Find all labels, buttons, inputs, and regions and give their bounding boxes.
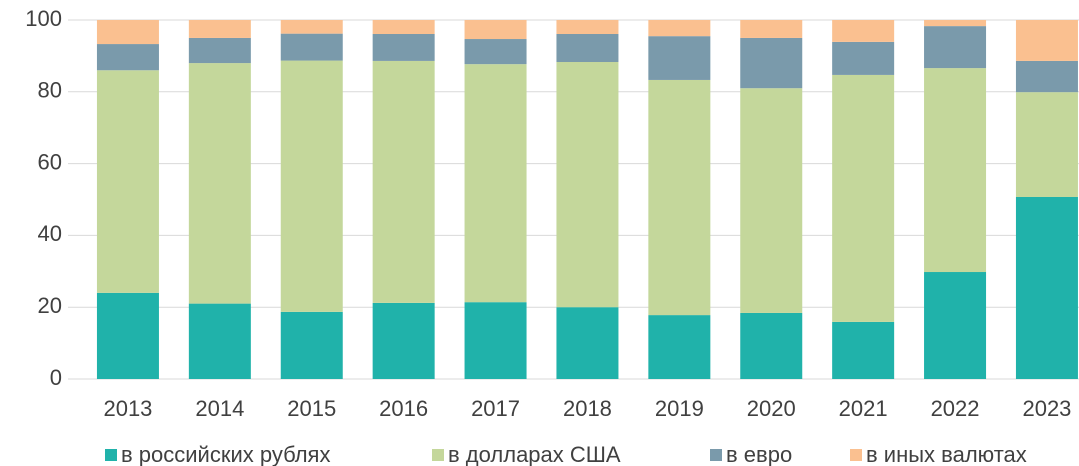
bar-segment xyxy=(832,321,895,379)
bar-segment xyxy=(1015,92,1078,197)
bar-segment xyxy=(96,20,159,45)
legend-swatch xyxy=(432,449,444,461)
y-tick-label: 20 xyxy=(38,293,62,318)
bar-segment xyxy=(924,68,987,273)
legend-label: в российских рублях xyxy=(121,442,330,466)
bar-segment xyxy=(464,39,527,65)
bar-segment xyxy=(464,302,527,379)
bar-segment xyxy=(372,34,435,61)
bar-segment xyxy=(372,20,435,35)
legend-swatch xyxy=(710,449,722,461)
bar-segment xyxy=(1015,60,1078,93)
y-tick-label: 0 xyxy=(50,365,62,390)
bar-segment xyxy=(740,20,803,38)
bar-segment xyxy=(1015,196,1078,379)
bar-segment xyxy=(280,20,343,34)
bar-segment xyxy=(556,307,619,379)
bar-segment xyxy=(740,37,803,89)
bar-segment xyxy=(372,302,435,379)
x-tick-label: 2018 xyxy=(563,396,612,421)
x-tick-label: 2022 xyxy=(931,396,980,421)
bar-segment xyxy=(924,272,987,379)
bar-segment xyxy=(1015,20,1078,61)
bar-segment xyxy=(556,62,619,308)
bar-segment xyxy=(648,20,711,37)
bar-segment xyxy=(648,36,711,80)
legend-swatch xyxy=(105,449,117,461)
bar-segment xyxy=(96,292,159,379)
legend-label: в евро xyxy=(726,442,792,466)
x-tick-label: 2020 xyxy=(747,396,796,421)
x-tick-label: 2015 xyxy=(287,396,336,421)
bar-segment xyxy=(556,34,619,63)
y-tick-label: 60 xyxy=(38,149,62,174)
legend-label: в иных валютах xyxy=(866,442,1027,466)
x-tick-label: 2017 xyxy=(471,396,520,421)
bar-segment xyxy=(648,79,711,316)
x-tick-label: 2023 xyxy=(1022,396,1071,421)
bar-segment xyxy=(280,33,343,61)
bar-segment xyxy=(740,312,803,379)
bar-segment xyxy=(464,20,527,40)
y-tick-label: 80 xyxy=(38,78,62,103)
bar-segment xyxy=(188,63,251,304)
legend-label: в долларах США xyxy=(448,442,621,466)
x-tick-label: 2013 xyxy=(103,396,152,421)
bar-segment xyxy=(832,20,895,42)
x-tick-label: 2016 xyxy=(379,396,428,421)
bar-segment xyxy=(96,70,159,293)
bar-segment xyxy=(832,74,895,322)
bar-segment xyxy=(924,20,987,27)
bar-segment xyxy=(280,60,343,312)
x-tick-label: 2019 xyxy=(655,396,704,421)
bar-segment xyxy=(648,315,711,379)
bar-segment xyxy=(740,88,803,313)
bar-segment xyxy=(924,26,987,69)
x-tick-label: 2021 xyxy=(839,396,888,421)
bar-segment xyxy=(464,64,527,303)
bar-segment xyxy=(556,20,619,35)
bar-segment xyxy=(96,44,159,71)
bar-segment xyxy=(188,37,251,64)
bar-segment xyxy=(188,303,251,379)
legend-swatch xyxy=(850,449,862,461)
y-tick-label: 40 xyxy=(38,221,62,246)
bar-segment xyxy=(832,41,895,75)
y-tick-label: 100 xyxy=(25,6,62,31)
bar-segment xyxy=(188,20,251,38)
bar-segment xyxy=(280,311,343,379)
x-tick-label: 2014 xyxy=(195,396,244,421)
bar-segment xyxy=(372,60,435,303)
